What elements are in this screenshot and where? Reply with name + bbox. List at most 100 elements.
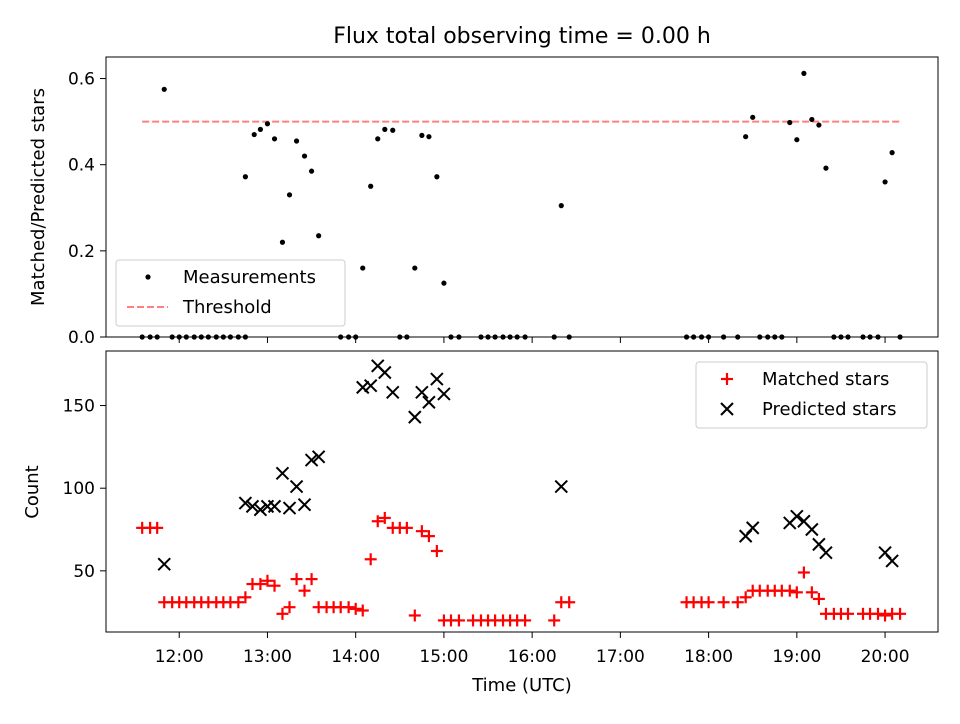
measurement-point xyxy=(816,122,822,128)
measurement-point xyxy=(889,150,895,156)
measurement-point xyxy=(801,70,807,76)
measurement-point xyxy=(434,174,440,180)
legend-label-threshold: Threshold xyxy=(182,297,272,318)
measurement-point xyxy=(154,334,160,340)
measurement-point xyxy=(382,126,388,132)
measurement-point xyxy=(338,334,344,340)
matched-star-point xyxy=(276,607,289,620)
predicted-star-point xyxy=(554,479,568,494)
matched-star-point xyxy=(717,596,730,609)
measurement-point xyxy=(368,183,374,189)
measurement-point xyxy=(765,334,771,340)
bottom-y-tick-label: 100 xyxy=(63,479,95,499)
measurement-point xyxy=(426,134,432,140)
matched-star-point xyxy=(879,609,892,622)
matched-star-point xyxy=(430,545,443,558)
bottom-y-tick-label: 50 xyxy=(73,562,95,582)
measurement-point xyxy=(683,334,690,340)
measurement-point xyxy=(735,334,741,340)
matched-star-point xyxy=(232,596,245,609)
measurement-point xyxy=(198,334,204,340)
predicted-star-point xyxy=(422,395,436,409)
bottom-x-tick-label: 16:00 xyxy=(508,647,557,667)
predicted-star-point xyxy=(297,498,312,512)
top-legend-box xyxy=(115,259,346,327)
measurement-point xyxy=(191,334,197,340)
matched-star-point xyxy=(805,586,818,599)
measurement-point xyxy=(706,334,712,340)
matched-star-point xyxy=(415,525,428,538)
matched-star-point xyxy=(797,566,810,579)
measurement-point xyxy=(772,334,778,340)
matched-star-point xyxy=(283,601,296,614)
top-y-tick-label: 0.2 xyxy=(68,242,95,262)
predicted-star-point xyxy=(378,365,392,380)
matched-star-point xyxy=(783,584,796,597)
measurement-point xyxy=(235,334,241,340)
matched-star-point xyxy=(151,521,164,534)
measurement-point xyxy=(514,334,520,340)
matched-star-point xyxy=(298,584,311,597)
predicted-star-point xyxy=(746,521,760,535)
measurement-point xyxy=(448,334,454,340)
measurement-point xyxy=(831,334,837,340)
measurement-point xyxy=(412,265,418,271)
matched-star-point xyxy=(356,604,369,617)
measurement-point xyxy=(271,136,278,142)
measurement-point xyxy=(375,136,381,142)
predicted-star-point xyxy=(430,372,444,386)
measurement-point xyxy=(397,334,403,340)
bottom-x-tick-label: 13:00 xyxy=(243,647,292,667)
bottom-panel: Count Time (UTC) 50 100 150 12:00 13:00 14:0… xyxy=(22,350,939,696)
matched-star-point xyxy=(239,591,252,604)
measurement-point xyxy=(743,134,749,140)
predicted-star-point xyxy=(157,557,171,571)
measurement-point xyxy=(360,265,366,271)
legend-label-measurements: Measurements xyxy=(183,267,316,288)
measurement-point xyxy=(257,126,264,132)
predicted-star-point xyxy=(356,380,370,395)
matched-star-point xyxy=(563,596,576,609)
measurement-point xyxy=(176,334,182,340)
measurement-point xyxy=(478,334,484,340)
predicted-star-point xyxy=(363,379,378,393)
matched-star-point xyxy=(739,591,752,604)
predicted-star-point xyxy=(386,385,400,400)
top-y-tick-label: 0.0 xyxy=(68,328,95,348)
measurement-point xyxy=(838,334,844,340)
top-y-ticks: 0.0 0.2 0.4 0.6 xyxy=(68,70,106,348)
matched-star-point xyxy=(254,578,267,591)
matched-star-point xyxy=(290,573,303,586)
legend-label-matched: Matched stars xyxy=(762,369,889,390)
measurement-point xyxy=(346,334,352,340)
top-y-tick-label: 0.6 xyxy=(68,70,95,90)
legend-marker-predicted xyxy=(720,402,734,416)
measurement-point xyxy=(441,280,447,286)
matched-star-point xyxy=(400,521,413,534)
measurement-point xyxy=(404,334,410,340)
top-y-axis-label: Matched/Predicted stars xyxy=(28,88,49,306)
measurement-point xyxy=(205,334,211,340)
legend-label-predicted: Predicted stars xyxy=(762,399,896,420)
predicted-star-point xyxy=(267,499,282,514)
x-axis-label: Time (UTC) xyxy=(471,675,572,696)
predicted-star-point xyxy=(437,387,451,401)
measurement-point xyxy=(169,334,175,340)
measurement-point xyxy=(353,334,359,340)
matched-star-point xyxy=(842,607,855,620)
matched-star-point xyxy=(702,596,715,609)
measurement-point xyxy=(492,334,498,340)
measurement-point xyxy=(242,334,249,340)
bottom-x-tick-label: 12:00 xyxy=(155,647,204,667)
measurement-point xyxy=(293,138,300,144)
matched-star-point xyxy=(261,574,274,587)
bottom-y-tick-label: 150 xyxy=(63,397,95,417)
measurement-point xyxy=(845,334,851,340)
bottom-legend-box xyxy=(695,361,928,429)
bottom-x-tick-label: 18:00 xyxy=(684,647,733,667)
matched-star-point xyxy=(408,609,421,622)
predicted-star-point xyxy=(415,385,429,400)
measurement-point xyxy=(251,131,257,138)
measurement-point xyxy=(390,127,396,133)
bottom-legend: Matched stars Predicted stars xyxy=(695,361,928,429)
